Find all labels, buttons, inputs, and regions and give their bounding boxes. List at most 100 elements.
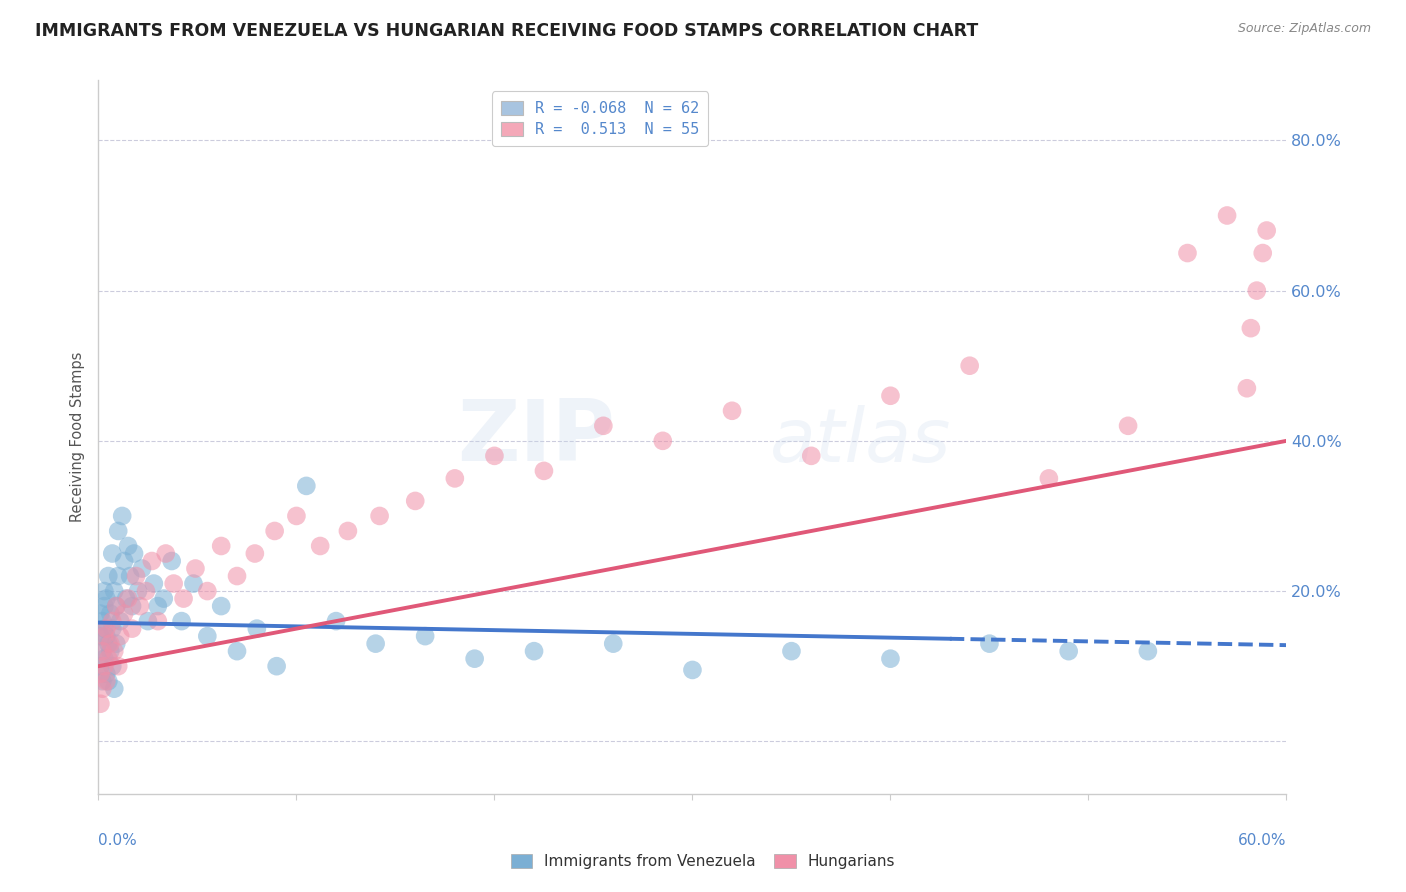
Point	[309, 539, 332, 553]
Point	[155, 547, 177, 561]
Point	[96, 629, 118, 643]
Point	[120, 569, 142, 583]
Point	[111, 508, 134, 523]
Point	[533, 464, 555, 478]
Point	[602, 637, 624, 651]
Point	[979, 637, 1001, 651]
Point	[183, 576, 205, 591]
Point	[325, 614, 347, 628]
Text: atlas: atlas	[769, 405, 950, 476]
Point	[89, 666, 111, 681]
Point	[117, 539, 139, 553]
Point	[146, 614, 169, 628]
Point	[97, 637, 120, 651]
Point	[96, 622, 118, 636]
Point	[112, 554, 135, 568]
Point	[651, 434, 673, 448]
Text: ZIP: ZIP	[457, 395, 616, 479]
Point	[108, 629, 131, 643]
Point	[721, 404, 744, 418]
Text: 0.0%: 0.0%	[98, 833, 138, 848]
Point	[117, 591, 139, 606]
Point	[263, 524, 285, 538]
Point	[404, 494, 426, 508]
Point	[131, 561, 153, 575]
Point	[336, 524, 359, 538]
Point	[146, 599, 169, 613]
Point	[285, 508, 308, 523]
Point	[195, 584, 218, 599]
Point	[195, 629, 218, 643]
Point	[243, 547, 266, 561]
Legend: R = -0.068  N = 62, R =  0.513  N = 55: R = -0.068 N = 62, R = 0.513 N = 55	[492, 92, 709, 146]
Point	[1116, 418, 1139, 433]
Point	[879, 389, 901, 403]
Point	[89, 607, 111, 621]
Point	[125, 569, 148, 583]
Point	[1177, 246, 1199, 260]
Point	[879, 651, 901, 665]
Point	[1251, 246, 1274, 260]
Legend: Immigrants from Venezuela, Hungarians: Immigrants from Venezuela, Hungarians	[505, 847, 901, 875]
Point	[1236, 381, 1258, 395]
Point	[97, 569, 120, 583]
Point	[523, 644, 546, 658]
Point	[91, 644, 114, 658]
Point	[1256, 223, 1278, 237]
Point	[226, 569, 249, 583]
Point	[266, 659, 288, 673]
Point	[93, 584, 115, 599]
Point	[89, 659, 111, 673]
Point	[152, 591, 174, 606]
Point	[97, 674, 120, 689]
Point	[209, 539, 232, 553]
Point	[101, 659, 124, 673]
Point	[103, 644, 125, 658]
Point	[105, 637, 128, 651]
Point	[112, 607, 135, 621]
Point	[96, 666, 118, 681]
Point	[103, 681, 125, 696]
Point	[184, 561, 207, 575]
Point	[93, 651, 115, 665]
Point	[160, 554, 183, 568]
Point	[121, 622, 143, 636]
Point	[105, 599, 128, 613]
Point	[444, 471, 467, 485]
Point	[96, 674, 118, 689]
Point	[209, 599, 232, 613]
Point	[89, 697, 111, 711]
Point	[163, 576, 186, 591]
Point	[101, 622, 124, 636]
Point	[368, 508, 391, 523]
Point	[780, 644, 803, 658]
Text: Source: ZipAtlas.com: Source: ZipAtlas.com	[1237, 22, 1371, 36]
Point	[170, 614, 193, 628]
Point	[91, 644, 114, 658]
Point	[98, 637, 121, 651]
Point	[464, 651, 486, 665]
Point	[127, 584, 149, 599]
Point	[93, 622, 115, 636]
Point	[105, 599, 128, 613]
Point	[135, 584, 157, 599]
Point	[107, 659, 129, 673]
Point	[413, 629, 436, 643]
Point	[484, 449, 506, 463]
Point	[1057, 644, 1080, 658]
Point	[101, 614, 124, 628]
Point	[129, 599, 152, 613]
Point	[93, 659, 115, 673]
Point	[115, 591, 138, 606]
Point	[800, 449, 823, 463]
Point	[1038, 471, 1060, 485]
Point	[98, 607, 121, 621]
Point	[141, 554, 163, 568]
Point	[122, 547, 145, 561]
Point	[295, 479, 318, 493]
Point	[98, 644, 121, 658]
Point	[93, 599, 115, 613]
Point	[682, 663, 704, 677]
Point	[592, 418, 614, 433]
Point	[173, 591, 195, 606]
